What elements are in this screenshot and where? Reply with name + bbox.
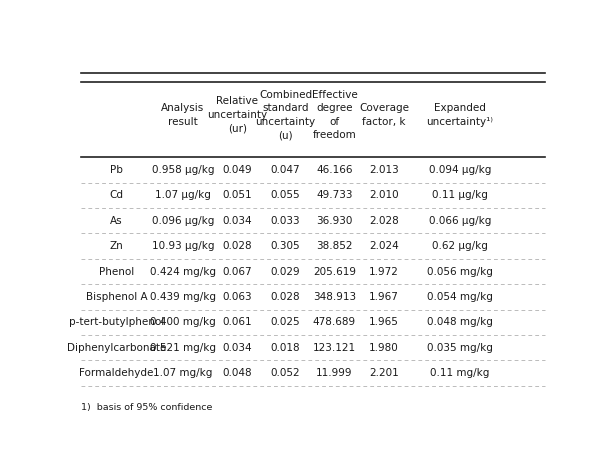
Text: 46.166: 46.166 [316,165,353,175]
Text: 1.967: 1.967 [369,292,399,302]
Text: 0.018: 0.018 [271,342,301,353]
Text: 2.201: 2.201 [369,368,399,378]
Text: 2.013: 2.013 [369,165,399,175]
Text: Cd: Cd [109,190,123,200]
Text: 0.034: 0.034 [222,342,252,353]
Text: 0.034: 0.034 [222,216,252,226]
Text: 0.305: 0.305 [271,241,301,251]
Text: 1.980: 1.980 [369,342,399,353]
Text: 0.052: 0.052 [271,368,301,378]
Text: 0.035 mg/kg: 0.035 mg/kg [427,342,493,353]
Text: p-tert-butylphenol: p-tert-butylphenol [69,317,164,327]
Text: As: As [111,216,123,226]
Text: 0.056 mg/kg: 0.056 mg/kg [427,266,493,277]
Text: Formaldehyde: Formaldehyde [79,368,154,378]
Text: 1.07 μg/kg: 1.07 μg/kg [155,190,211,200]
Text: Zn: Zn [110,241,123,251]
Text: 0.028: 0.028 [222,241,252,251]
Text: Expanded
uncertainty¹⁾: Expanded uncertainty¹⁾ [426,103,493,127]
Text: 38.852: 38.852 [316,241,353,251]
Text: 123.121: 123.121 [313,342,356,353]
Text: Relative
uncertainty
(ur): Relative uncertainty (ur) [207,96,268,134]
Text: 49.733: 49.733 [316,190,353,200]
Text: 478.689: 478.689 [313,317,356,327]
Text: 10.93 μg/kg: 10.93 μg/kg [152,241,214,251]
Text: 0.049: 0.049 [222,165,252,175]
Text: Pb: Pb [110,165,123,175]
Text: 1.965: 1.965 [369,317,399,327]
Text: 0.424 mg/kg: 0.424 mg/kg [150,266,216,277]
Text: 1)  basis of 95% confidence: 1) basis of 95% confidence [81,403,213,412]
Text: 0.063: 0.063 [222,292,252,302]
Text: 2.010: 2.010 [370,190,399,200]
Text: 0.62 μg/kg: 0.62 μg/kg [432,241,488,251]
Text: 0.11 mg/kg: 0.11 mg/kg [430,368,489,378]
Text: Phenol: Phenol [99,266,134,277]
Text: 0.055: 0.055 [271,190,301,200]
Text: 1.972: 1.972 [369,266,399,277]
Text: 2.028: 2.028 [369,216,399,226]
Text: 0.033: 0.033 [271,216,301,226]
Text: 0.061: 0.061 [222,317,252,327]
Text: 0.096 μg/kg: 0.096 μg/kg [152,216,214,226]
Text: Effective
degree
of
freedom: Effective degree of freedom [312,90,357,140]
Text: 36.930: 36.930 [316,216,353,226]
Text: 0.029: 0.029 [271,266,301,277]
Text: 0.047: 0.047 [271,165,301,175]
Text: 205.619: 205.619 [313,266,356,277]
Text: 0.067: 0.067 [222,266,252,277]
Text: 0.094 μg/kg: 0.094 μg/kg [429,165,491,175]
Text: Combined
standard
uncertainty
(u): Combined standard uncertainty (u) [255,90,316,140]
Text: 0.066 μg/kg: 0.066 μg/kg [429,216,491,226]
Text: 0.048 mg/kg: 0.048 mg/kg [427,317,493,327]
Text: 0.958 μg/kg: 0.958 μg/kg [152,165,214,175]
Text: 0.025: 0.025 [271,317,301,327]
Text: Diphenylcarbonate: Diphenylcarbonate [67,342,166,353]
Text: 0.051: 0.051 [222,190,252,200]
Text: 0.439 mg/kg: 0.439 mg/kg [150,292,216,302]
Text: Analysis
result: Analysis result [161,103,205,127]
Text: 0.400 mg/kg: 0.400 mg/kg [150,317,216,327]
Text: 1.07 mg/kg: 1.07 mg/kg [153,368,213,378]
Text: 2.024: 2.024 [369,241,399,251]
Text: Bisphenol A: Bisphenol A [86,292,147,302]
Text: 0.11 μg/kg: 0.11 μg/kg [432,190,488,200]
Text: 11.999: 11.999 [316,368,353,378]
Text: 0.054 mg/kg: 0.054 mg/kg [427,292,493,302]
Text: Coverage
factor, k: Coverage factor, k [359,103,409,127]
Text: 348.913: 348.913 [313,292,356,302]
Text: 0.521 mg/kg: 0.521 mg/kg [150,342,216,353]
Text: 0.028: 0.028 [271,292,301,302]
Text: 0.048: 0.048 [222,368,252,378]
